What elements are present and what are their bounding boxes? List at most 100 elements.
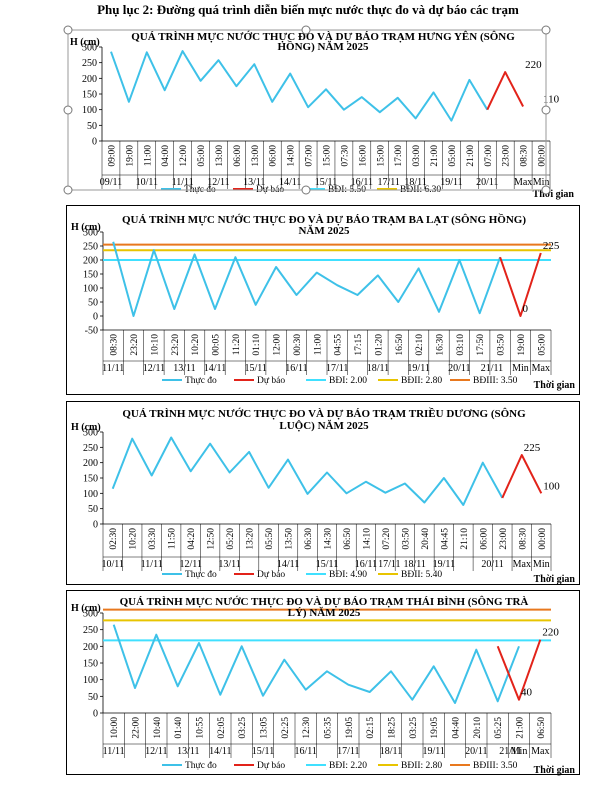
x-date-label: 15/11 <box>252 746 274 757</box>
x-time-label: 12:30 <box>302 717 312 739</box>
x-time-label: 05:00 <box>197 145 207 167</box>
data-label: 225 <box>524 442 541 454</box>
y-tick-label: 250 <box>83 625 98 636</box>
x-time-label: 03:25 <box>409 717 419 739</box>
x-time-label: 02:15 <box>366 717 376 739</box>
x-time-label: 20:10 <box>473 717 483 739</box>
x-date-label: 10/11 <box>136 177 158 188</box>
chart-title: QUÁ TRÌNH MỰC NƯỚC THỰC ĐO VÀ DỰ BÁO TRẠ… <box>131 30 515 43</box>
x-time-label: 21:00 <box>430 145 440 167</box>
chart-panel-ba-lat: H (cm) -50 0 50 100 150 200 250 300 08:30 23:20 10:… <box>66 205 580 395</box>
x-date-label: Min <box>533 559 550 570</box>
x-time-label: 19:00 <box>517 334 527 356</box>
x-time-label: 02:30 <box>109 528 119 550</box>
x-time-label: 19:05 <box>430 717 440 739</box>
data-label: 0 <box>522 303 528 315</box>
x-time-label: 10:00 <box>110 717 120 739</box>
y-axis-label: H (cm) <box>70 37 100 48</box>
y-tick-label: 0 <box>92 137 97 148</box>
resize-handle <box>301 25 311 35</box>
x-time-label: 04:20 <box>187 528 197 550</box>
x-time-label: 01:10 <box>252 334 262 356</box>
x-time-label: 02:05 <box>217 717 227 739</box>
x-date-label: 12/11 <box>179 559 201 570</box>
y-tick-label: 300 <box>83 428 98 439</box>
chart-title: HỒNG) NĂM 2025 <box>277 40 369 53</box>
x-axis-label: Thời gian <box>533 189 575 200</box>
x-date-label: 13/11 <box>218 559 240 570</box>
x-date-label: 18/11 <box>380 746 402 757</box>
y-axis-label: H (cm) <box>71 222 101 233</box>
legend-label: Dự báo <box>257 761 285 771</box>
data-label: 110 <box>543 94 560 106</box>
x-time-label: 21:10 <box>460 528 470 550</box>
x-time-label: 00:00 <box>538 528 548 550</box>
x-time-label: 11:00 <box>313 334 323 356</box>
x-date-label: 12/11 <box>207 177 229 188</box>
x-date-label: 21/11 <box>499 746 521 757</box>
observed-line <box>110 50 489 122</box>
x-time-label: 14:00 <box>287 145 297 167</box>
forecast-line <box>486 71 524 111</box>
x-time-label: 04:40 <box>452 717 462 739</box>
y-tick-label: 150 <box>83 474 98 485</box>
x-time-label: 13:50 <box>285 528 295 550</box>
x-time-label: 01:20 <box>374 334 384 356</box>
chart-title: QUÁ TRÌNH MỰC NƯỚC THỰC ĐO VÀ DỰ BÁO TRẠ… <box>120 595 529 608</box>
x-time-label: 13:00 <box>215 145 225 167</box>
x-time-label: 17:00 <box>394 145 404 167</box>
x-date-label: 13/11 <box>173 363 195 374</box>
x-time-label: 07:00 <box>484 145 494 167</box>
y-tick-label: 100 <box>83 489 98 500</box>
x-date-label: 17/11 <box>378 177 400 188</box>
x-date-label: Max <box>531 746 549 757</box>
data-label: 100 <box>543 480 560 492</box>
x-date-label: 16/11 <box>294 746 316 757</box>
resize-handle <box>541 185 551 195</box>
resize-handle <box>63 105 73 115</box>
y-tick-label: 0 <box>93 709 98 720</box>
y-tick-label: 100 <box>83 675 98 686</box>
y-tick-label: 250 <box>82 58 97 69</box>
x-date-label: 17/11 <box>337 746 359 757</box>
x-date-label: 19/11 <box>407 363 429 374</box>
y-tick-label: -50 <box>85 326 98 337</box>
x-time-label: 00:00 <box>538 145 548 167</box>
x-time-label: 03:00 <box>412 145 422 167</box>
x-date-label: 12/11 <box>145 746 167 757</box>
x-date-label: 14/11 <box>279 177 301 188</box>
x-date-label: 16/11 <box>285 363 307 374</box>
x-time-label: 21:00 <box>516 717 526 739</box>
observed-line <box>111 436 504 506</box>
y-tick-label: 200 <box>83 642 98 653</box>
x-time-label: 06:00 <box>269 145 279 167</box>
x-date-label: 15/11 <box>245 363 267 374</box>
x-time-label: 06:50 <box>343 528 353 550</box>
x-time-label: 02:25 <box>281 717 291 739</box>
chart-title: QUÁ TRÌNH MỰC NƯỚC THỰC ĐO VÀ DỰ BÁO TRẠ… <box>122 213 526 226</box>
x-date-label: 11/11 <box>172 177 194 188</box>
y-tick-label: 50 <box>88 692 98 703</box>
x-date-label: Max <box>514 177 532 188</box>
x-time-label: 03:30 <box>148 528 158 550</box>
x-date-label: Min <box>511 746 528 757</box>
x-time-label: 07:20 <box>382 528 392 550</box>
x-time-label: 04:00 <box>161 145 171 167</box>
resize-handle <box>63 25 73 35</box>
x-time-label: 05:20 <box>226 528 236 550</box>
x-time-label: 20:40 <box>421 528 431 550</box>
x-time-label: 10:20 <box>129 528 139 550</box>
x-time-label: 12:50 <box>207 528 217 550</box>
x-time-label: 10:20 <box>191 334 201 356</box>
x-date-label: 16/11 <box>355 559 377 570</box>
forecast-line <box>496 639 542 701</box>
x-time-label: 18:25 <box>388 717 398 739</box>
x-time-label: 00:30 <box>293 334 303 356</box>
x-time-label: 19:00 <box>125 145 135 167</box>
x-time-label: 06:00 <box>479 528 489 550</box>
y-tick-label: 250 <box>83 443 98 454</box>
legend-label: BĐI: 2.20 <box>329 761 367 771</box>
legend-label: Dự báo <box>257 376 285 386</box>
x-time-label: 02:10 <box>415 334 425 356</box>
chart-trieu-duong: H (cm) 0 50 100 150 200 250 300 02:30 10:20 03:30 1… <box>71 407 575 585</box>
